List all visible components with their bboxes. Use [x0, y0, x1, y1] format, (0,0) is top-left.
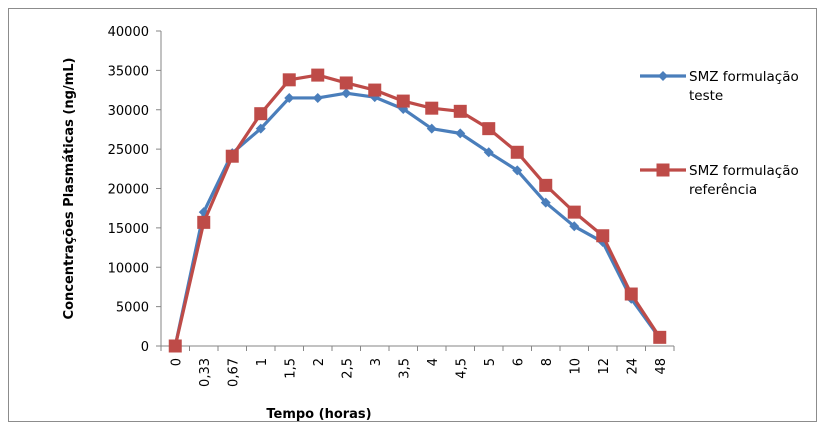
data-point [653, 330, 667, 344]
x-tick-label: 8 [540, 358, 555, 366]
data-point [282, 73, 296, 87]
y-tick-label: 5000 [116, 301, 149, 316]
y-tick-label: 15000 [108, 222, 149, 237]
data-point [168, 339, 182, 353]
data-point [255, 123, 266, 134]
plot-area [168, 68, 667, 353]
data-point [425, 101, 439, 115]
x-tick-label: 2 [312, 358, 327, 366]
legend-marker [658, 71, 668, 81]
x-tick-label: 3,5 [397, 358, 412, 379]
series-line [173, 91, 662, 347]
x-tick-label: 12 [597, 358, 612, 375]
data-point [539, 178, 553, 192]
x-tick-label: 3 [369, 358, 384, 366]
data-point [540, 197, 551, 208]
data-point [510, 145, 524, 159]
x-tick-label: 0,67 [226, 358, 241, 387]
x-tick-label: 24 [625, 358, 640, 375]
x-tick-label: 0,33 [198, 358, 213, 387]
x-tick-label: 4,5 [454, 358, 469, 379]
x-tick-label: 4 [426, 358, 441, 366]
series-1 [170, 88, 665, 351]
legend-label: teste [689, 88, 723, 104]
y-tick-label: 30000 [108, 104, 149, 119]
legend-label: SMZ formulação [689, 69, 799, 85]
y-tick-label: 0 [141, 340, 149, 355]
y-axis-title: Concentrações Plasmáticas (ng/mL) [62, 58, 77, 320]
x-tick-label: 48 [654, 358, 669, 375]
data-point [197, 215, 211, 229]
data-point [482, 122, 496, 136]
x-tick-label: 0 [169, 358, 184, 366]
y-tick-label: 20000 [108, 183, 149, 198]
data-point [483, 147, 494, 158]
data-point [512, 165, 523, 176]
data-point [567, 205, 581, 219]
y-tick-label: 25000 [108, 143, 149, 158]
x-tick-label: 10 [568, 358, 583, 375]
x-tick-label: 2,5 [340, 358, 355, 379]
data-point [225, 149, 239, 163]
data-point [455, 128, 466, 139]
x-tick-label: 6 [511, 358, 526, 366]
data-point [284, 92, 295, 103]
data-point [453, 104, 467, 118]
data-point [426, 123, 437, 134]
data-point [341, 88, 352, 99]
x-tick-label: 5 [483, 358, 498, 366]
data-point [596, 229, 610, 243]
x-axis: 0 0,33 0,67 1 1,5 2 2,5 3 3,5 4 4,5 5 6 8 10 12 24 48 [160, 345, 675, 387]
legend-label: referência [689, 182, 757, 198]
data-point [396, 94, 410, 108]
legend-marker [656, 163, 670, 177]
data-point [368, 83, 382, 97]
legend-label: SMZ formulação [689, 163, 799, 179]
x-tick-label: 1,5 [283, 358, 298, 379]
data-point [311, 68, 325, 82]
y-tick-label: 35000 [108, 64, 149, 79]
y-axis: 0 5000 10000 15000 20000 25000 30000 35000 40000 [108, 25, 162, 355]
data-point [624, 287, 638, 301]
x-axis-title: Tempo (horas) [266, 407, 371, 422]
x-tick-label: 1 [255, 358, 270, 366]
data-point [312, 92, 323, 103]
y-tick-label: 40000 [108, 25, 149, 40]
legend-entry-2: SMZ formulação referência [640, 163, 799, 198]
data-point [254, 107, 268, 121]
data-point [339, 76, 353, 90]
legend: SMZ formulação teste SMZ formulação referên… [640, 69, 799, 198]
y-tick-label: 10000 [108, 261, 149, 276]
series-2 [168, 68, 667, 353]
legend-entry-1: SMZ formulação teste [640, 69, 799, 104]
data-point [569, 221, 580, 232]
